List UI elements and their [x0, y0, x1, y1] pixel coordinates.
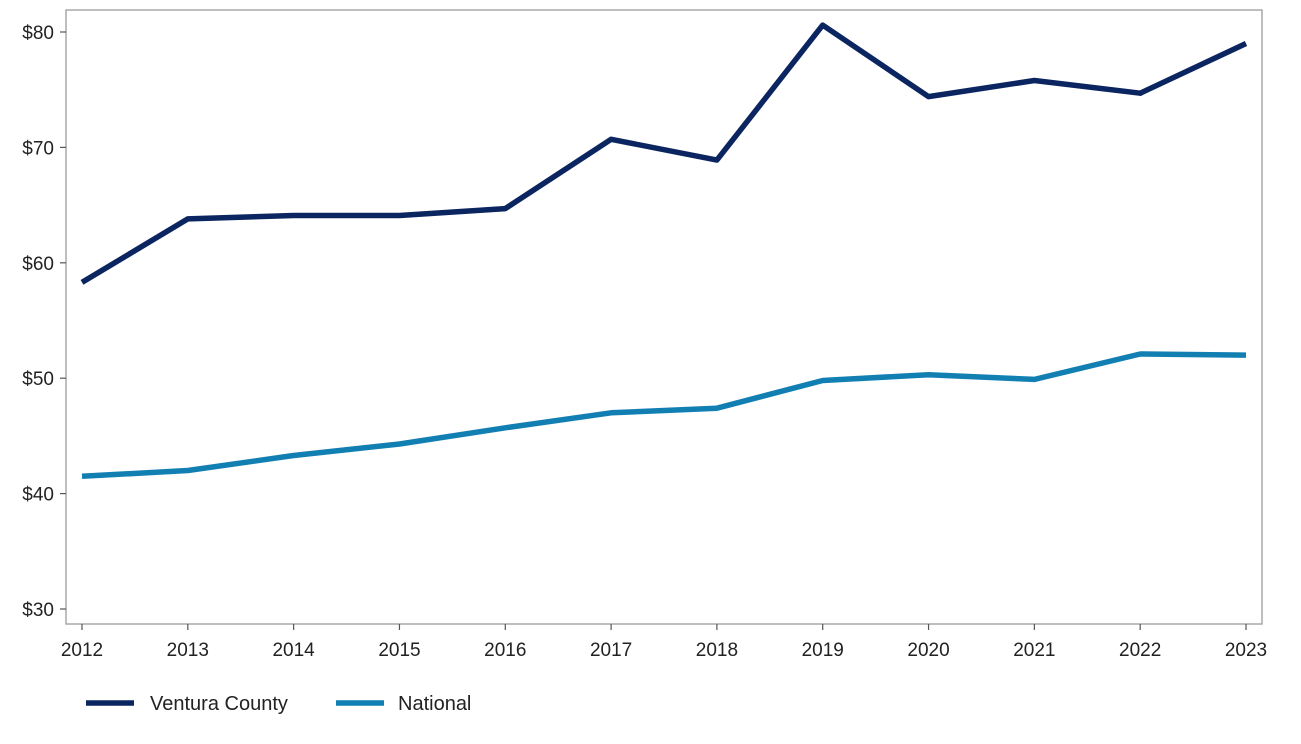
y-tick-label: $50 — [22, 369, 54, 390]
x-tick-label: 2019 — [802, 640, 844, 661]
y-tick-label: $30 — [22, 600, 54, 621]
x-tick-label: 2021 — [1013, 640, 1055, 661]
x-axis: 2012 2013 2014 2015 2016 2017 2018 2019 2020 2021… — [61, 624, 1267, 661]
y-tick-label: $70 — [22, 138, 54, 159]
series-line-national — [81, 351, 1247, 480]
legend-label-national: National — [398, 693, 471, 715]
x-tick-label: 2018 — [696, 640, 738, 661]
y-axis: $30 $40 $50 $60 $70 $80 — [22, 23, 66, 621]
legend-label-ventura-county: Ventura County — [150, 693, 288, 715]
x-tick-label: 2023 — [1225, 640, 1267, 661]
x-tick-label: 2017 — [590, 640, 632, 661]
y-tick-label: $80 — [22, 23, 54, 44]
series-layer — [80, 22, 1248, 480]
y-tick-label: $60 — [22, 254, 54, 275]
y-tick-label: $40 — [22, 485, 54, 506]
x-tick-label: 2016 — [484, 640, 526, 661]
x-tick-label: 2014 — [272, 640, 315, 661]
x-tick-label: 2015 — [378, 640, 420, 661]
legend: Ventura County National — [86, 693, 471, 715]
x-tick-label: 2020 — [907, 640, 949, 661]
x-tick-label: 2013 — [167, 640, 209, 661]
plot-frame — [65, 9, 1263, 625]
x-tick-label: 2012 — [61, 640, 103, 661]
series-line-ventura-county — [80, 22, 1248, 285]
x-tick-label: 2022 — [1119, 640, 1161, 661]
